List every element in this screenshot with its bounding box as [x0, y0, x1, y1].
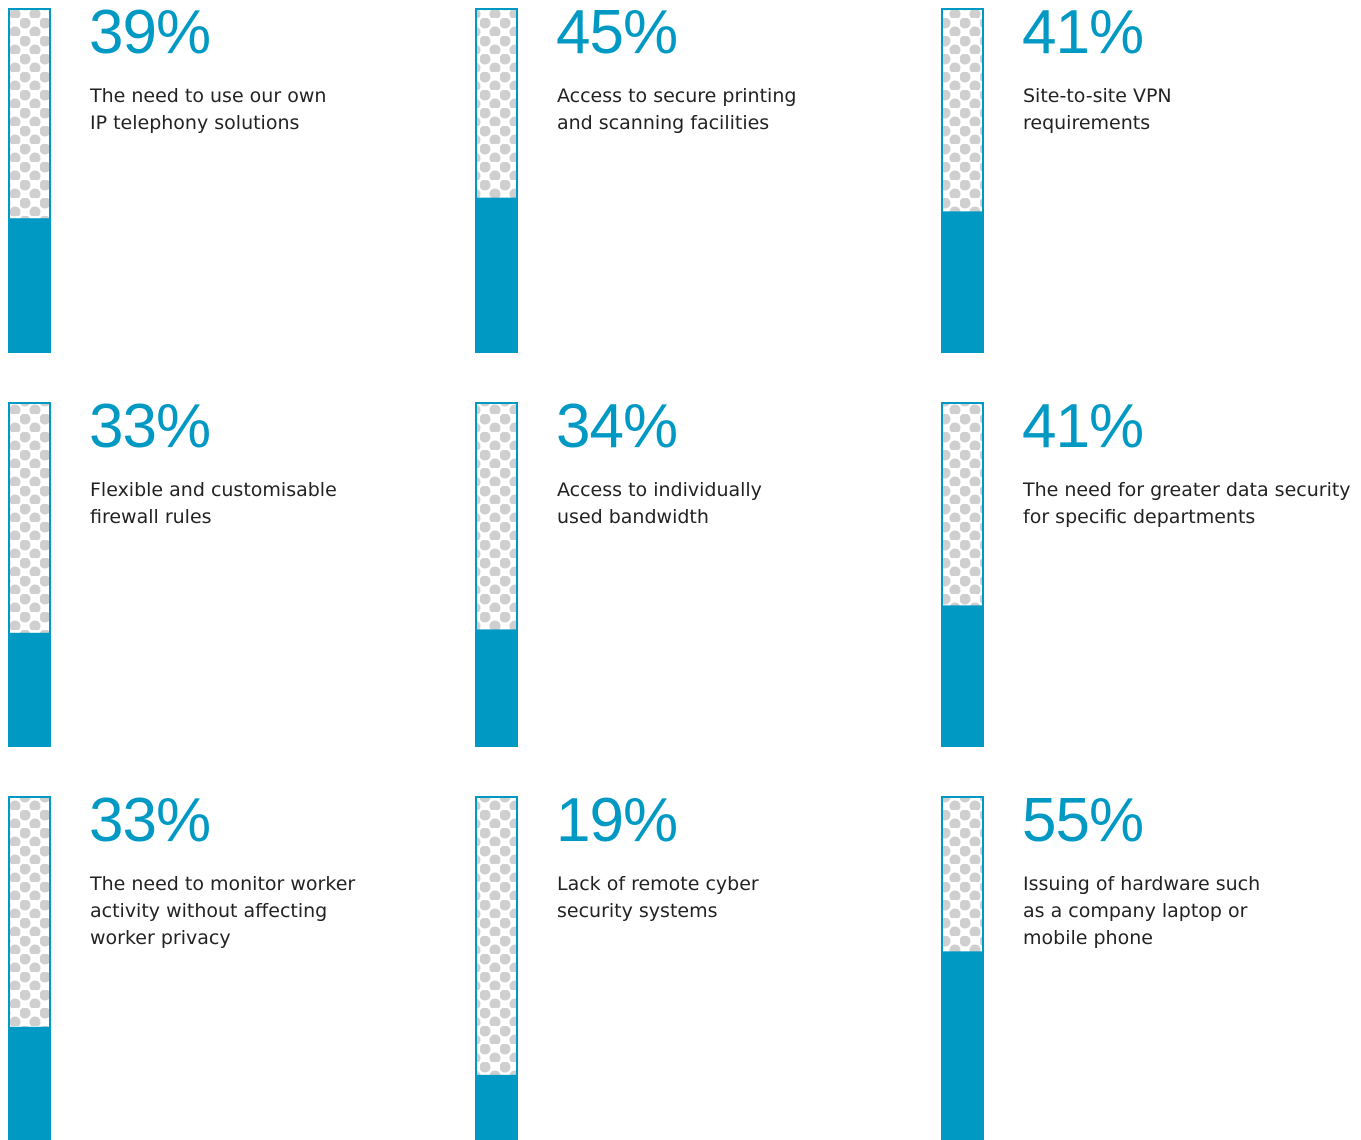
- value-label: 33%: [89, 392, 211, 461]
- category-label: Site-to-site VPN requirements: [1023, 85, 1172, 134]
- bar: [941, 605, 984, 747]
- category-label: The need to monitor worker activity with…: [90, 873, 356, 949]
- value-label: 41%: [1022, 392, 1144, 461]
- bar: [8, 1026, 51, 1140]
- bar: [475, 629, 518, 747]
- value-label: 45%: [556, 0, 678, 67]
- value-label: 41%: [1022, 0, 1144, 67]
- value-label: 34%: [556, 392, 678, 461]
- category-label: Access to secure printing and scanning f…: [557, 85, 797, 134]
- category-label: The need to use our own IP telephony sol…: [90, 85, 327, 134]
- value-label: 55%: [1022, 786, 1144, 855]
- category-label: Access to individually used bandwidth: [557, 479, 762, 528]
- category-label: Flexible and customisable firewall rules: [90, 479, 337, 528]
- value-label: 39%: [89, 0, 211, 67]
- category-label: The need for greater data security for s…: [1023, 479, 1351, 528]
- bar: [941, 951, 984, 1140]
- value-label: 33%: [89, 786, 211, 855]
- value-label: 19%: [556, 786, 678, 855]
- bar: [475, 197, 518, 353]
- category-label: Lack of remote cyber security systems: [557, 873, 759, 922]
- bar: [475, 1074, 518, 1140]
- bar: [941, 211, 984, 353]
- bar: [8, 632, 51, 747]
- bar: [8, 218, 51, 353]
- category-label: Issuing of hardware such as a company la…: [1023, 873, 1261, 949]
